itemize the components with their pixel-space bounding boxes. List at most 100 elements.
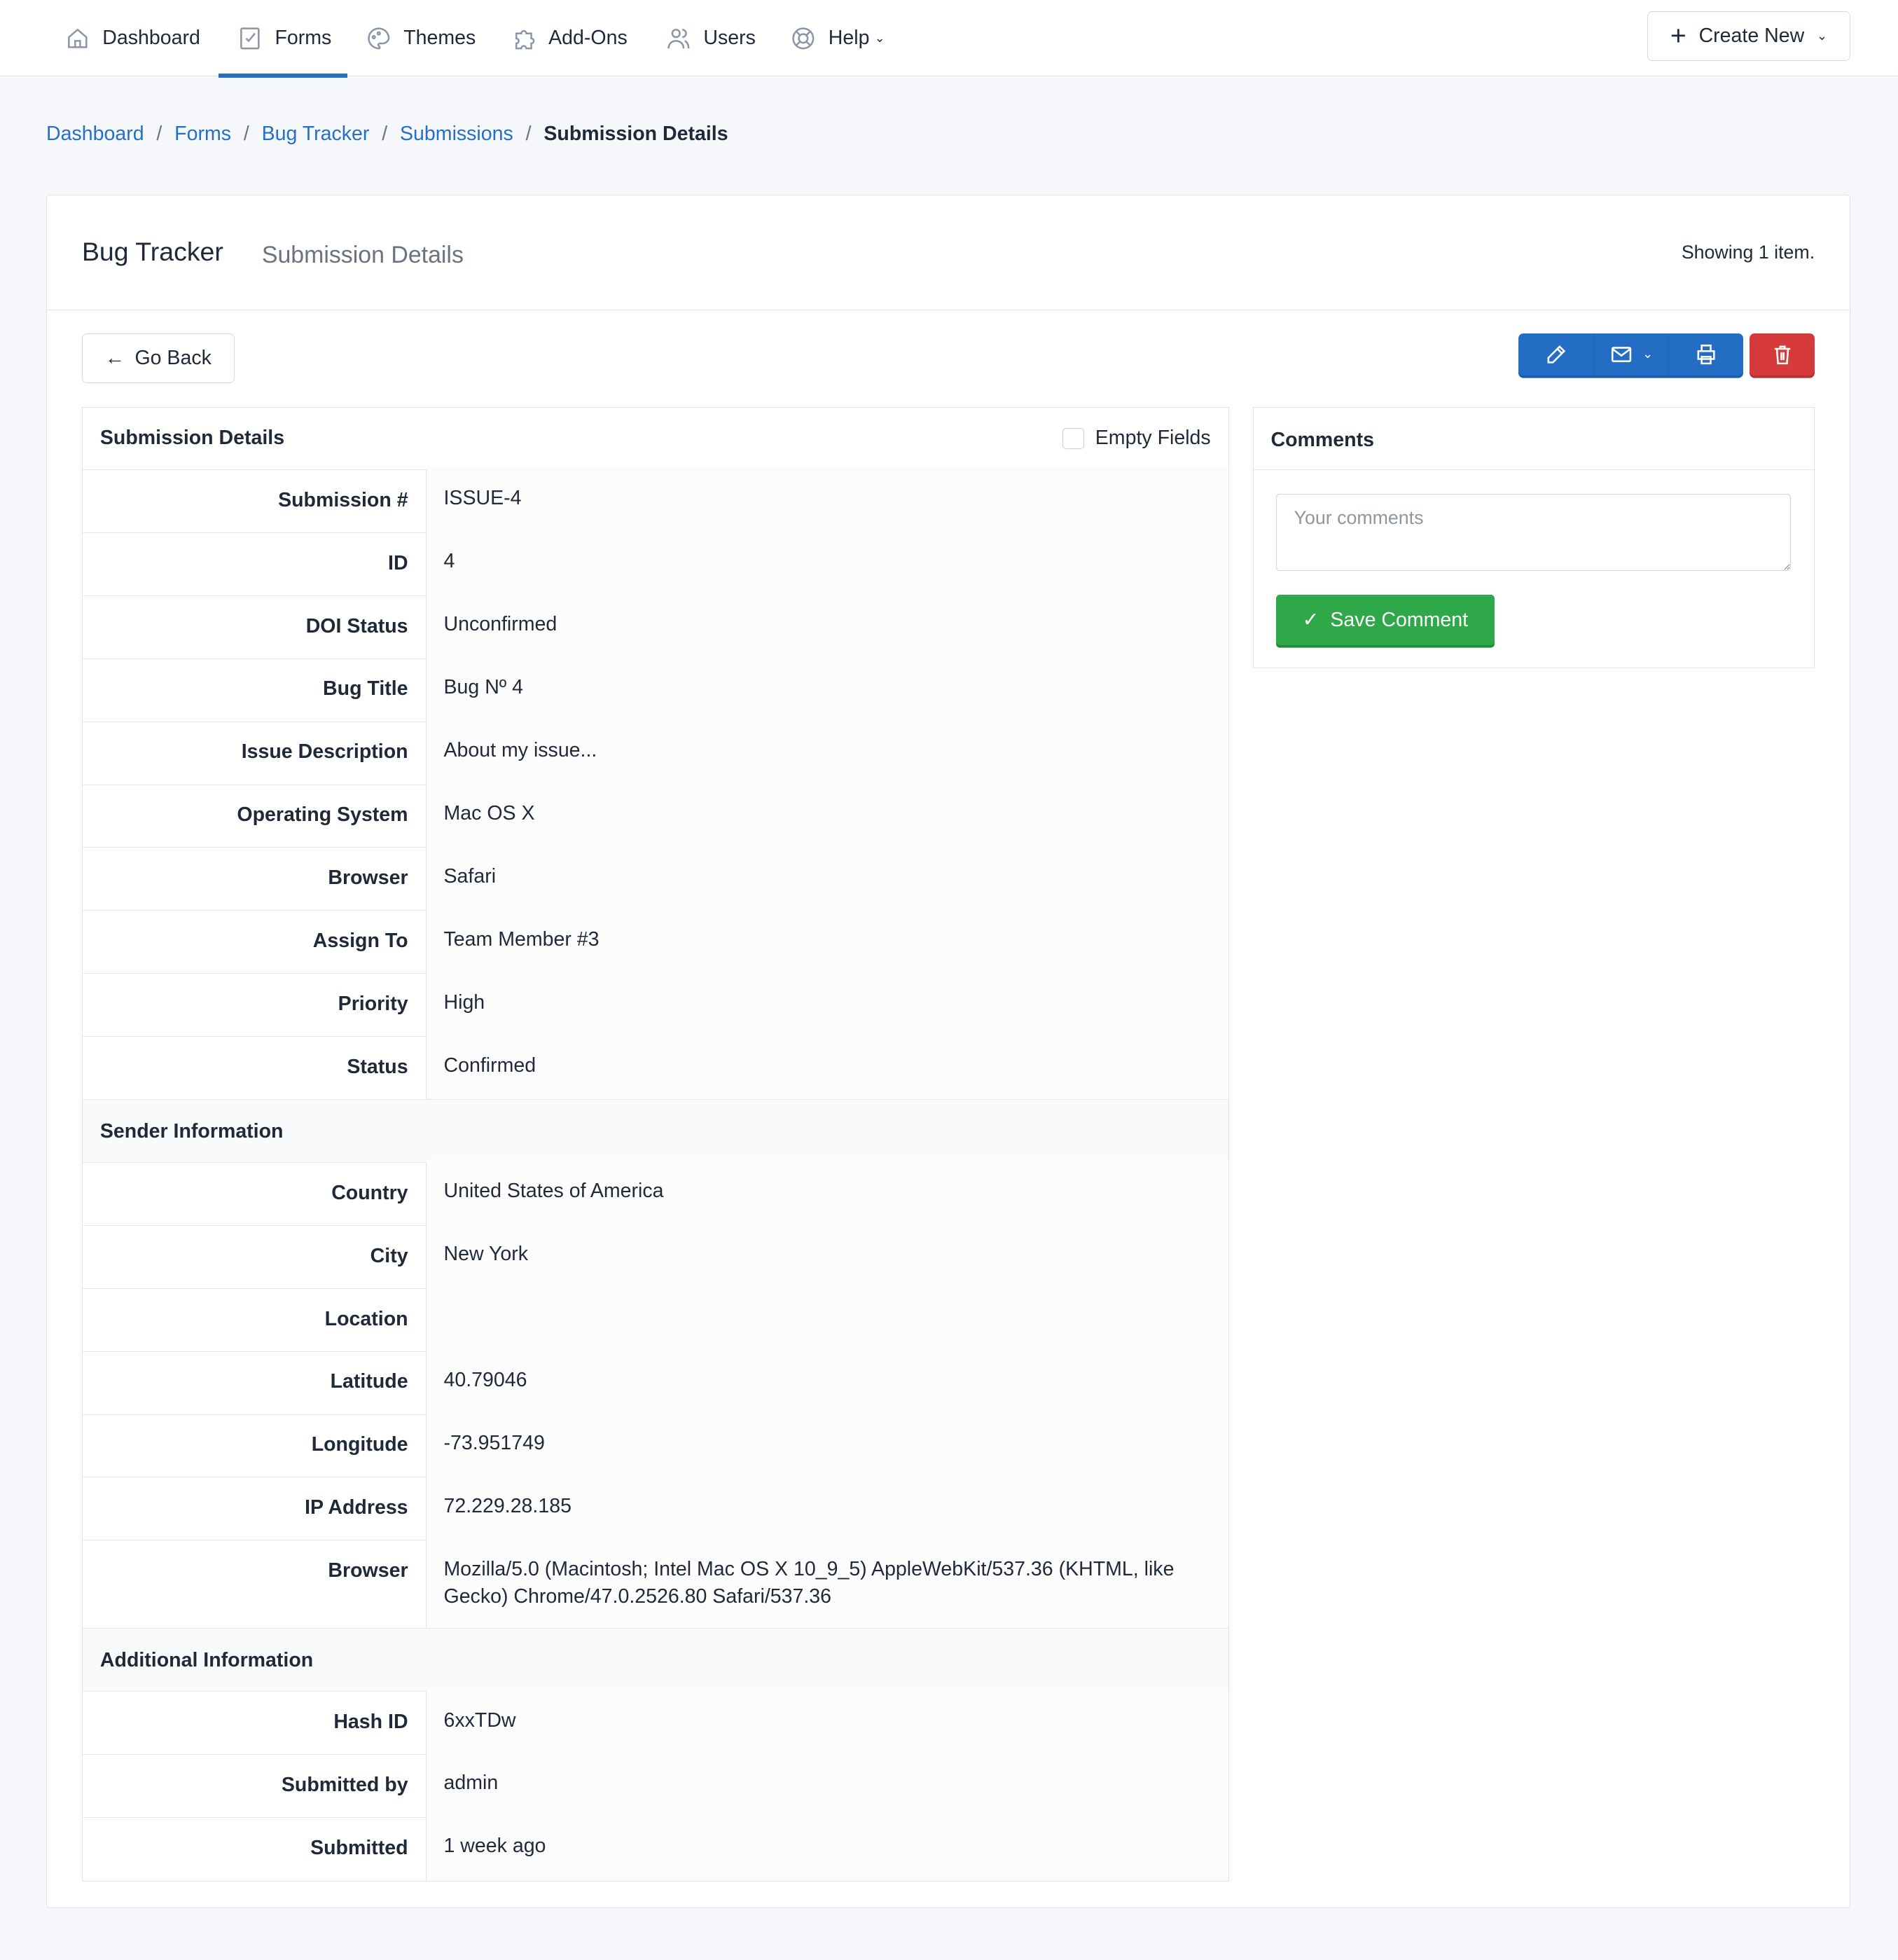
puzzle-icon [515,29,534,49]
field-value: 4 [426,529,1228,595]
field-label: Longitude [82,1414,427,1477]
field-label: Location [82,1288,427,1351]
pencil-icon [1547,345,1565,364]
field-value: Safari [426,844,1228,911]
table-row: Issue Description About my issue... [82,718,1228,785]
table-row: Bug Title Bug Nº 4 [82,655,1228,722]
table-row: Browser Safari [82,844,1228,911]
print-button[interactable] [1668,333,1743,376]
field-value [426,1285,1228,1351]
table-row: Assign To Team Member #3 [82,906,1228,974]
table-row: Country United States of America [82,1159,1228,1226]
field-label: ID [82,532,427,595]
field-value: Mozilla/5.0 (Macintosh; Intel Mac OS X 1… [426,1537,1228,1629]
breadcrumb-submissions[interactable]: Submissions [400,122,513,145]
field-label: Bug Title [82,658,427,722]
palette-icon [368,27,390,49]
field-label: Priority [82,974,427,1037]
field-value: ISSUE-4 [426,466,1228,532]
empty-fields-checkbox[interactable]: Empty Fields [1062,427,1211,450]
field-value: 72.229.28.185 [426,1474,1228,1540]
users-icon [667,28,690,48]
table-row: City New York [82,1222,1228,1289]
field-label: DOI Status [82,595,427,658]
breadcrumb-dashboard[interactable]: Dashboard [46,122,144,145]
comments-input[interactable] [1275,493,1791,572]
chevron-down-icon: ⌄ [874,30,885,45]
lifebuoy-icon [792,27,815,49]
field-value: Bug Nº 4 [426,655,1228,722]
breadcrumb-forms[interactable]: Forms [174,122,232,145]
field-value: 6xxTDw [426,1688,1228,1755]
submission-card: Bug Tracker Submission Details Showing 1… [46,195,1851,1909]
save-comment-button[interactable]: ✓ Save Comment [1275,595,1495,645]
comments-title: Comments [1253,408,1815,470]
field-label: Country [82,1162,427,1225]
field-value: About my issue... [426,718,1228,785]
field-value: Team Member #3 [426,906,1228,974]
table-row: Submitted by admin [82,1751,1228,1818]
field-label: IP Address [82,1477,427,1540]
submission-details-table: Submission Details Empty Fields Submissi… [81,406,1229,1882]
field-label: Operating System [82,785,427,848]
field-label: Browser [82,848,427,911]
nav-dashboard[interactable]: Dashboard [65,0,200,76]
breadcrumb: Dashboard / Forms / Bug Tracker / Submissio… [46,122,728,145]
table-row: Location [82,1285,1228,1352]
field-value: admin [426,1751,1228,1817]
page-title: Bug Tracker [81,237,223,267]
nav-forms[interactable]: Forms [219,0,349,78]
delete-button[interactable] [1750,333,1815,376]
top-nav: Dashboard Forms Themes Add-Ons Users Help ⌄ + … [0,0,1898,78]
breadcrumb-bug-tracker[interactable]: Bug Tracker [261,122,370,145]
table-row: Status Confirmed [82,1033,1228,1100]
field-value: -73.951749 [426,1411,1228,1477]
table-row: Priority High [82,969,1228,1037]
field-label: Submitted by [82,1755,427,1817]
check-icon: ✓ [1302,609,1319,632]
email-button[interactable]: ⌄ [1593,333,1668,376]
nav-themes[interactable]: Themes [366,0,476,76]
field-label: Submission # [82,469,427,532]
field-label: Issue Description [82,722,427,785]
table-row: Browser Mozilla/5.0 (Macintosh; Intel Mac… [82,1537,1228,1629]
chevron-down-icon: ⌄ [1642,347,1654,361]
nav-users[interactable]: Users [666,0,756,76]
field-label: Hash ID [82,1692,427,1755]
table-row: Operating System Mac OS X [82,781,1228,848]
table-row: ID 4 [82,529,1228,596]
table-row: Hash ID 6xxTDw [82,1688,1228,1755]
nav-help[interactable]: Help ⌄ [791,0,885,76]
edit-button[interactable] [1518,333,1593,376]
envelope-icon [1611,346,1631,362]
nav-add-ons[interactable]: Add-Ons [511,0,628,76]
chevron-down-icon: ⌄ [1817,29,1827,43]
field-label: Submitted [82,1817,427,1881]
comments-panel: Comments ✓Save Comment [1252,406,1815,668]
table-row: IP Address 72.229.28.185 [82,1474,1228,1541]
field-label: Status [82,1037,427,1100]
table-row: DOI Status Unconfirmed [82,592,1228,659]
field-value: 1 week ago [426,1814,1228,1881]
field-label: Assign To [82,911,427,974]
field-value: 40.79046 [426,1348,1228,1414]
printer-icon [1697,344,1715,364]
create-new-button[interactable]: + Create New ⌄ [1647,11,1851,62]
forms-icon [240,27,260,49]
section-header: Sender Information [82,1100,1228,1163]
field-label: Latitude [82,1351,427,1414]
trash-icon [1774,345,1791,364]
field-value: New York [426,1222,1228,1288]
table-row: Submission # ISSUE-4 [82,466,1228,533]
page-subtitle: Submission Details [261,242,464,269]
details-title: Submission Details [99,427,285,450]
home-icon [67,28,88,48]
field-value: Confirmed [426,1033,1228,1100]
table-row: Longitude -73.951749 [82,1411,1228,1478]
breadcrumb-current: Submission Details [543,122,728,145]
section-header: Additional Information [82,1629,1228,1692]
item-count: Showing 1 item. [1681,242,1815,263]
field-label: City [82,1225,427,1288]
go-back-button[interactable]: ← Go Back [81,333,235,383]
table-row: Latitude 40.79046 [82,1348,1228,1415]
